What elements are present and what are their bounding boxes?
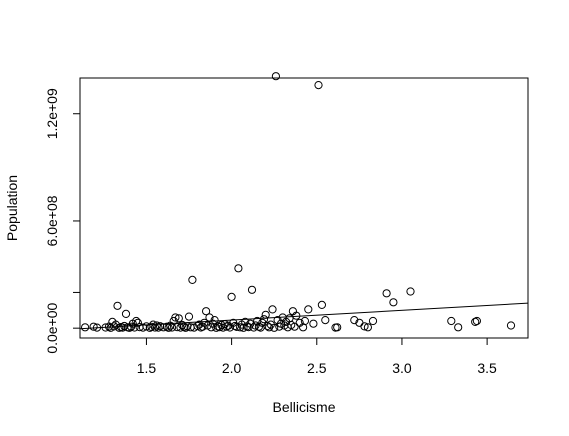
data-point <box>268 305 277 314</box>
data-point <box>314 81 323 90</box>
data-point <box>389 298 398 307</box>
data-point <box>234 264 243 273</box>
data-point <box>150 323 160 332</box>
data-point <box>162 322 171 331</box>
x-tick-label: 1.5 <box>137 360 157 376</box>
data-point <box>360 322 369 331</box>
data-point <box>133 318 142 327</box>
y-axis-title: Population <box>4 175 20 241</box>
data-point <box>382 289 391 298</box>
data-point <box>188 275 197 284</box>
data-point <box>227 292 236 301</box>
x-axis-title: Bellicisme <box>272 399 335 415</box>
data-point <box>89 322 98 331</box>
data-point <box>350 316 359 325</box>
data-point <box>181 323 190 332</box>
x-tick-label: 2.0 <box>222 360 242 376</box>
data-point <box>309 319 318 328</box>
points-layer <box>81 72 516 332</box>
data-point <box>317 300 326 309</box>
data-point <box>368 316 378 326</box>
data-point <box>471 317 480 326</box>
data-point <box>270 323 279 332</box>
data-point <box>174 314 183 323</box>
x-axis: 1.5 2.0 2.5 3.0 3.5 <box>137 337 497 376</box>
data-point <box>299 323 308 332</box>
data-point <box>222 322 231 331</box>
data-point <box>271 72 280 81</box>
data-point <box>406 287 415 296</box>
data-point <box>363 323 372 332</box>
y-tick-label: 0.0e+00 <box>44 302 60 353</box>
data-point <box>202 307 211 316</box>
data-point <box>304 305 313 314</box>
data-point <box>132 316 141 326</box>
x-tick-label: 3.0 <box>392 360 412 376</box>
data-point <box>454 323 463 332</box>
data-point <box>113 301 122 310</box>
y-axis: 0.0e+00 6.0e+08 1.2e+09 <box>44 88 81 354</box>
data-point <box>333 323 342 332</box>
data-point <box>210 316 219 325</box>
data-point <box>198 322 207 331</box>
data-point <box>506 321 516 330</box>
data-point <box>321 316 330 325</box>
data-point <box>121 309 131 318</box>
data-point <box>171 313 180 322</box>
data-point <box>259 315 269 324</box>
data-point <box>81 323 90 332</box>
data-point <box>164 323 173 332</box>
x-tick-label: 3.5 <box>477 360 497 376</box>
y-tick-label: 1.2e+09 <box>44 88 60 139</box>
data-point <box>251 321 260 330</box>
data-point <box>300 316 309 326</box>
data-point <box>184 312 194 321</box>
data-point <box>247 285 257 294</box>
data-point <box>472 316 481 326</box>
regression-line <box>79 302 529 330</box>
x-tick-label: 2.5 <box>307 360 327 376</box>
data-point <box>290 322 299 331</box>
data-point <box>447 316 456 326</box>
y-tick-label: 6.0e+08 <box>44 195 60 246</box>
